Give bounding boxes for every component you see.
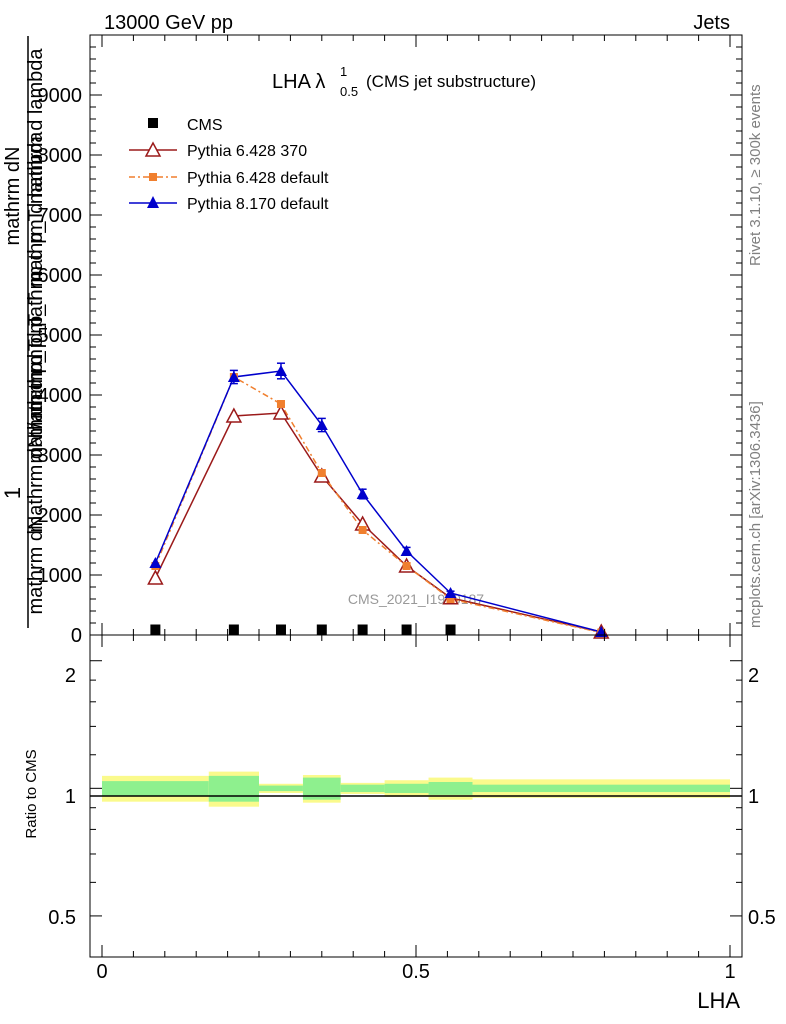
series-line-3 xyxy=(154,370,602,633)
plot-title-main: LHA λ xyxy=(272,71,325,93)
legend-label-cms: CMS xyxy=(187,117,223,134)
plot-title-sub: 0.5 xyxy=(340,84,358,99)
main-y-tick-label: 6000 xyxy=(38,265,83,287)
legend: CMS Pythia 6.428 370 Pythia 6.428 defaul… xyxy=(129,117,329,213)
data-point-pythia6-default xyxy=(276,400,285,408)
data-point-cms xyxy=(357,624,368,635)
mcplots-label: mcplots.cern.ch [arXiv:1306.3436] xyxy=(747,401,764,628)
header-left: 13000 GeV pp xyxy=(104,12,233,34)
y-label-one: 1 xyxy=(0,487,25,499)
data-point-pythia8 xyxy=(274,365,287,376)
ratio-y-label: Ratio to CMS xyxy=(23,749,40,838)
ratio-tick-right-2: 2 xyxy=(748,665,759,687)
ratio-band xyxy=(102,771,730,807)
ratio-tick-right-1: 1 xyxy=(748,786,759,808)
ratio-tick-left-1: 1 xyxy=(65,786,76,808)
data-point-pythia8 xyxy=(149,557,162,568)
legend-marker-pythia6-370 xyxy=(144,141,162,157)
y-label-overlap-3: mathrm d p_T mathrm d p_T mathrm d lambd… xyxy=(25,48,47,464)
y-label-top-dn: mathrm dN xyxy=(2,147,24,246)
data-point-pythia6-370 xyxy=(147,569,164,585)
ratio-tick-left-0.5: 0.5 xyxy=(48,907,76,929)
plot-title-suffix: (CMS jet substructure) xyxy=(366,72,536,91)
data-point-pythia8 xyxy=(400,545,413,556)
x-tick-0.5: 0.5 xyxy=(402,961,430,983)
ratio-band-inner-bin xyxy=(208,775,259,802)
plot-title-sup: 1 xyxy=(340,64,347,79)
legend-entry-cms: CMS xyxy=(148,117,223,134)
legend-label-pythia6-default: Pythia 6.428 default xyxy=(187,170,329,187)
series-layer xyxy=(147,362,610,639)
data-point-cms xyxy=(401,624,412,635)
main-y-tick-label: 3000 xyxy=(38,445,83,467)
ratio-band-inner-bin xyxy=(428,781,473,795)
data-point-pythia8 xyxy=(227,371,240,382)
ratio-tick-right-0.5: 0.5 xyxy=(748,907,776,929)
data-point-pythia6-default xyxy=(402,562,411,570)
data-point-pythia8 xyxy=(356,488,369,499)
main-y-tick-label: 0 xyxy=(71,625,82,647)
ratio-band-inner-bin xyxy=(472,784,730,793)
data-point-pythia8 xyxy=(315,419,328,430)
data-point-pythia8 xyxy=(444,587,457,598)
y-label-overlap-4: mathrm d p_T xyxy=(25,314,47,438)
main-y-tick-label: 1000 xyxy=(38,565,83,587)
data-point-pythia6-370 xyxy=(225,407,243,423)
legend-marker-pythia6-default xyxy=(149,173,157,181)
legend-entry-pythia8: Pythia 8.170 default xyxy=(129,196,329,213)
data-point-cms xyxy=(228,624,239,635)
main-y-axis-label: 1 mathrm dN mathrm dN / mathrm d p_T mat… xyxy=(0,36,47,628)
series-line-1 xyxy=(154,412,602,633)
data-point-cms xyxy=(445,624,456,635)
main-y-tick-label: 5000 xyxy=(38,325,83,347)
main-y-tick-label: 4000 xyxy=(38,385,83,407)
main-ytick-labels: 0 1000 2000 3000 4000 5000 6000 7000 8000 9000 xyxy=(38,85,83,647)
data-point-pythia6-default xyxy=(317,469,326,477)
legend-marker-cms xyxy=(148,118,158,128)
x-tick-1: 1 xyxy=(724,961,735,983)
main-y-tick-label: 9000 xyxy=(38,85,83,107)
ratio-tick-left-2: 2 xyxy=(65,665,76,687)
legend-entry-pythia6-default: Pythia 6.428 default xyxy=(129,170,329,187)
header-right: Jets xyxy=(693,12,730,34)
x-tick-0: 0 xyxy=(96,961,107,983)
axis-ticks xyxy=(90,35,742,957)
main-y-tick-label: 8000 xyxy=(38,145,83,167)
y-label-overlap-2: mathrm dN xyxy=(25,516,47,615)
rivet-label: Rivet 3.1.10, ≥ 300k events xyxy=(747,84,764,266)
data-point-pythia6-default xyxy=(446,595,455,603)
ratio-band-inner-bin xyxy=(340,784,385,793)
y-label-overlap-1: mathrm dN / mathrm d p_T mathrm d lambda xyxy=(25,131,47,533)
main-y-tick-label: 7000 xyxy=(38,205,83,227)
data-point-pythia6-default xyxy=(358,526,367,534)
legend-marker-pythia8 xyxy=(147,196,159,208)
watermark: CMS_2021_I1920187 xyxy=(348,591,484,607)
legend-entry-pythia6-370: Pythia 6.428 370 xyxy=(129,141,307,160)
ratio-band-inner-bin xyxy=(302,777,341,800)
ratio-band-inner-bin xyxy=(259,785,303,792)
legend-label-pythia8: Pythia 8.170 default xyxy=(187,196,329,213)
plot-title: LHA λ 1 0.5 (CMS jet substructure) xyxy=(272,64,536,99)
main-y-tick-label: 2000 xyxy=(38,505,83,527)
data-point-cms xyxy=(275,624,286,635)
series-line-2 xyxy=(154,375,602,634)
ratio-band-inner-bin xyxy=(384,783,429,793)
ratio-band-inner-bin xyxy=(102,781,209,796)
data-point-pythia6-370 xyxy=(272,404,290,420)
legend-label-pythia6-370: Pythia 6.428 370 xyxy=(187,143,307,160)
x-axis-label: LHA xyxy=(697,988,740,1013)
data-point-cms xyxy=(150,624,161,635)
